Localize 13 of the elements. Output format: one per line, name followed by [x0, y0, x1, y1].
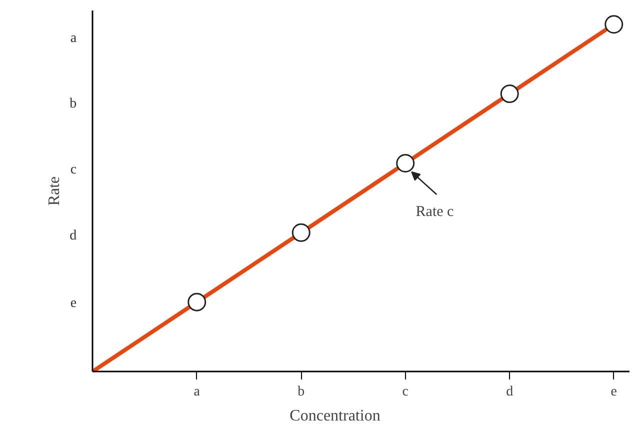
x-tick-label: b: [298, 384, 305, 400]
annotation: Rate c: [416, 204, 454, 220]
y-axis-title: Rate: [46, 176, 63, 206]
x-axis-title: Concentration: [290, 408, 380, 424]
x-tick-label: d: [506, 384, 514, 400]
x-tick-label: e: [610, 384, 617, 400]
text: d: [70, 228, 77, 244]
text: c: [70, 162, 77, 178]
text: e: [70, 296, 77, 312]
x-tick-label: c: [402, 384, 408, 400]
x-tick-label: a: [194, 384, 201, 400]
text: b: [70, 96, 77, 112]
text: a: [70, 30, 78, 46]
